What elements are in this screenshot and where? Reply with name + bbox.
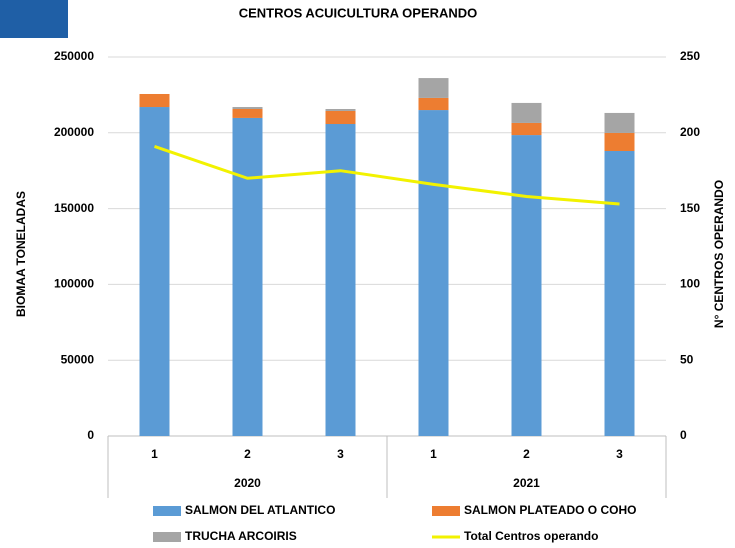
y-axis-label: BIOMAA TONELADAS — [14, 191, 28, 317]
bar — [511, 122, 542, 136]
bar — [232, 108, 263, 118]
bar — [139, 93, 170, 108]
legend-label: TRUCHA ARCOIRIS — [185, 529, 297, 543]
y2-tick-label: 50 — [680, 352, 694, 366]
bar — [511, 135, 542, 436]
y-tick-label: 200000 — [54, 125, 94, 139]
legend-label: Total Centros operando — [464, 529, 598, 543]
group-label: 2020 — [234, 476, 261, 490]
legend-label: SALMON DEL ATLANTICO — [185, 503, 335, 517]
bar — [232, 117, 263, 436]
bar — [511, 102, 542, 123]
chart-title: CENTROS ACUICULTURA OPERANDO — [239, 5, 478, 20]
legend-label: SALMON PLATEADO O COHO — [464, 503, 636, 517]
y-tick-label: 100000 — [54, 277, 94, 291]
y-tick-label: 150000 — [54, 201, 94, 215]
legend-swatch — [153, 506, 181, 516]
y2-tick-label: 100 — [680, 277, 700, 291]
x-tick-label: 1 — [430, 447, 437, 461]
bar — [232, 107, 263, 109]
bar — [325, 110, 356, 125]
y2-tick-label: 0 — [680, 428, 687, 442]
corner-badge — [0, 0, 68, 38]
y2-tick-label: 150 — [680, 201, 700, 215]
x-tick-label: 2 — [523, 447, 530, 461]
y2-axis-label: N° CENTROS OPERANDO — [712, 180, 726, 328]
bar — [325, 108, 356, 111]
bar — [418, 78, 449, 98]
y-tick-label: 250000 — [54, 49, 94, 63]
x-tick-label: 3 — [337, 447, 344, 461]
y2-tick-label: 250 — [680, 49, 700, 63]
legend-swatch — [153, 532, 181, 542]
bar — [139, 107, 170, 436]
line — [154, 145, 620, 206]
bar — [604, 112, 635, 133]
x-tick-label: 1 — [151, 447, 158, 461]
bar — [418, 97, 449, 111]
y2-tick-label: 200 — [680, 125, 700, 139]
bar — [604, 150, 635, 436]
group-label: 2021 — [513, 476, 540, 490]
y-tick-label: 0 — [87, 428, 94, 442]
bar — [325, 124, 356, 436]
bar — [604, 132, 635, 151]
x-tick-label: 3 — [616, 447, 623, 461]
legend-swatch — [432, 506, 460, 516]
x-tick-label: 2 — [244, 447, 251, 461]
bar — [418, 110, 449, 436]
y-tick-label: 50000 — [61, 352, 95, 366]
